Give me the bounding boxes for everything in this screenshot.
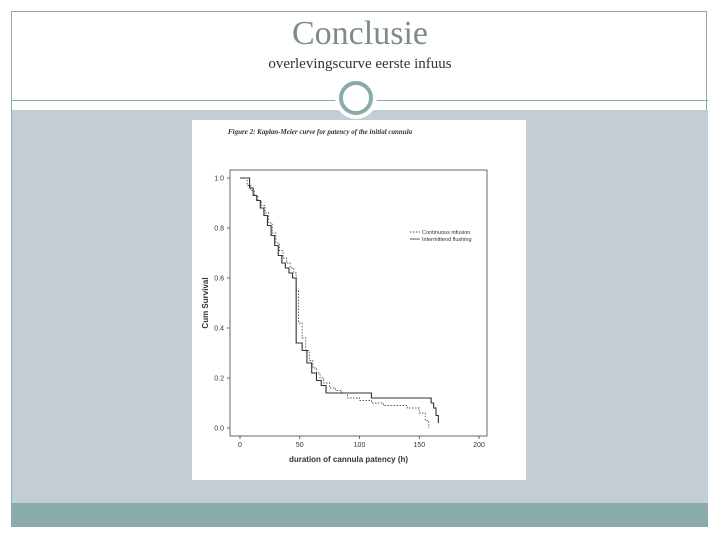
y-tick-label: 0.6 [214, 276, 224, 283]
y-tick-label: 0.2 [214, 376, 224, 383]
y-tick-label: 1.0 [214, 176, 224, 183]
series-line-continuous-infusion [240, 177, 430, 428]
x-tick-label: 50 [296, 442, 304, 449]
slide-subtitle: overlevingscurve eerste infuus [268, 56, 452, 72]
x-tick-label: 0 [238, 442, 242, 449]
plot-frame [229, 169, 488, 437]
y-axis-label: Cum Survival [201, 277, 210, 328]
chart-figure: Figure 2: Kaplan-Meier curve for patency… [192, 120, 526, 480]
x-tick-label: 100 [354, 442, 366, 449]
divider-ring-icon [339, 81, 373, 115]
y-tick-label: 0.4 [214, 326, 224, 333]
y-tick-label: 0.0 [214, 426, 224, 433]
x-tick-label: 200 [473, 442, 485, 449]
x-tick-label: 150 [413, 442, 425, 449]
slide-title: Conclusie [292, 15, 428, 52]
chart-title: Figure 2: Kaplan-Meier curve for patency… [228, 128, 413, 136]
footer-bar [12, 503, 708, 527]
kaplan-meier-chart: 0 50 100 150 200 0.0 0.2 0.4 0.6 0.8 1.0 duration o… [201, 169, 488, 464]
y-tick-label: 0.8 [214, 226, 224, 233]
legend-label: Intermittend flushing [422, 237, 472, 243]
series-line-intermittend-flushing [240, 177, 439, 423]
x-axis-label: duration of cannula patency (h) [289, 455, 408, 464]
legend-label: Continuous infusion [422, 230, 470, 236]
